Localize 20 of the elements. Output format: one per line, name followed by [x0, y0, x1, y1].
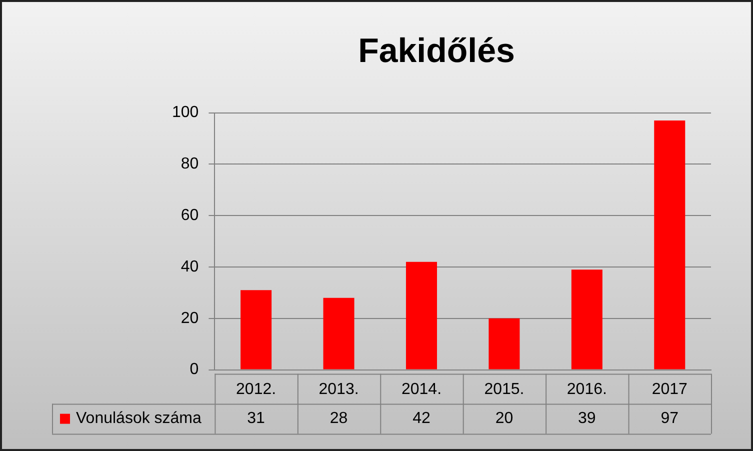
data-label: 42: [412, 410, 430, 428]
chart-title: Fakidőlés: [358, 32, 515, 70]
x-tick-label: 2013.: [318, 380, 359, 398]
y-tick-label: 0: [190, 361, 199, 378]
y-tick-label: 100: [172, 104, 199, 122]
data-label: 97: [660, 410, 679, 428]
y-tick-label: 40: [180, 258, 199, 276]
x-tick-label: 2017: [652, 380, 688, 398]
data-label: 28: [330, 410, 348, 428]
legend-label: Vonulások száma: [76, 410, 202, 428]
x-tick-label: 2014.: [401, 380, 442, 398]
data-label: 31: [247, 410, 266, 428]
y-tick-label: 60: [180, 207, 199, 224]
x-tick-label: 2015.: [484, 380, 524, 398]
y-tick-label: 20: [180, 310, 199, 327]
x-tick-label: 2016.: [566, 380, 607, 398]
y-tick-label: 80: [180, 156, 199, 173]
x-tick-label: 2012.: [236, 380, 276, 398]
data-label: 20: [495, 410, 514, 428]
data-label: 39: [578, 410, 596, 428]
